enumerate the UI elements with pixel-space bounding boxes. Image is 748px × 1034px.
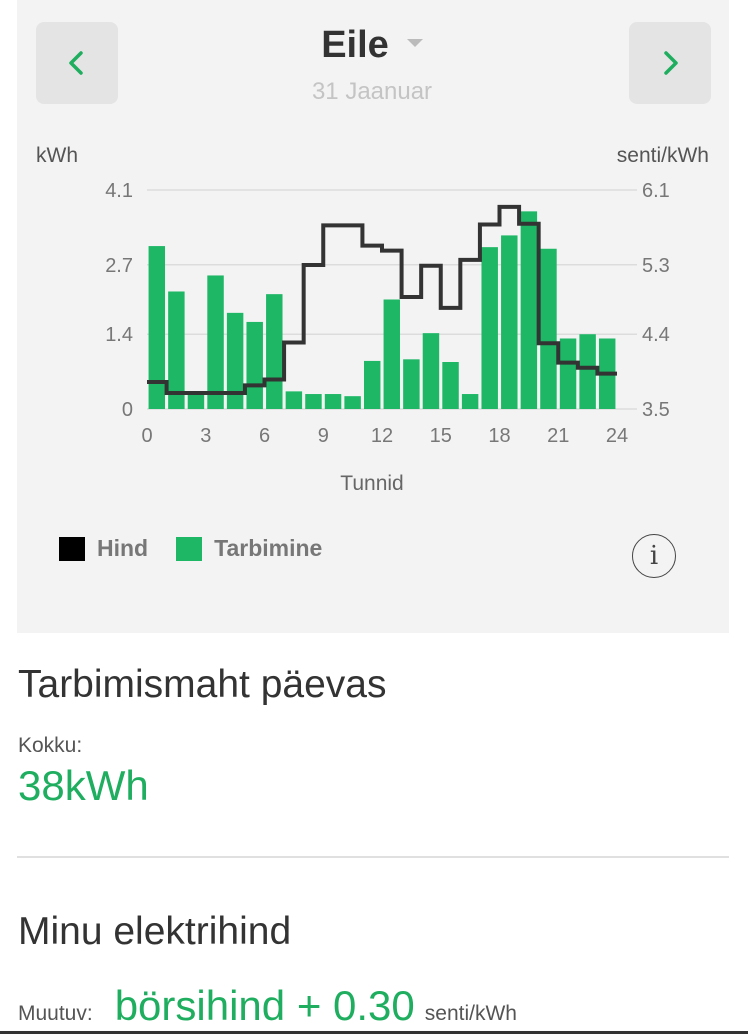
consumption-bar	[285, 391, 303, 409]
consumption-bar	[168, 291, 185, 409]
price-formula: börsihind + 0.30	[114, 982, 415, 1029]
consumption-bar	[207, 275, 224, 409]
consumption-bar	[461, 394, 479, 409]
price-row: Muutuv: börsihind + 0.30 senti/kWh	[18, 982, 517, 1030]
chart-legend: Hind Tarbimine	[59, 535, 350, 562]
consumption-bar	[579, 334, 596, 409]
info-icon[interactable]: i	[632, 534, 676, 578]
x-tick-label: 0	[141, 425, 152, 447]
consumption-bar	[324, 394, 342, 409]
x-tick-label: 12	[371, 425, 393, 447]
x-tick-label: 15	[430, 425, 452, 447]
consumption-bar	[226, 312, 244, 409]
price-unit: senti/kWh	[424, 1002, 517, 1025]
y-left-axis-label: kWh	[36, 144, 78, 167]
consumption-bar	[442, 361, 459, 409]
y-left-tick-label: 1.4	[105, 324, 133, 346]
consumption-bar	[305, 394, 322, 409]
chart-card: Eile 31 Jaanuar kWh senti/kWh 4.1 6.1 2.7 5…	[17, 0, 729, 633]
consumption-bar	[501, 235, 518, 409]
consumption-section-title: Tarbimismaht päevas	[18, 663, 387, 706]
pricing-section-title: Minu elektrihind	[18, 910, 292, 953]
x-tick-label: 21	[547, 425, 569, 447]
price-type-label: Muutuv:	[18, 1002, 93, 1025]
consumption-bar	[559, 338, 577, 409]
consumption-bar	[363, 360, 381, 409]
day-selector[interactable]: Eile	[247, 24, 497, 67]
section-divider	[17, 856, 729, 858]
consumption-bar	[403, 359, 420, 409]
caret-down-icon	[406, 38, 423, 47]
x-tick-label: 24	[606, 425, 628, 447]
consumption-bar	[344, 396, 361, 409]
x-tick-label: 9	[318, 425, 329, 447]
legend-item-price: Hind	[59, 535, 148, 562]
legend-item-consumption: Tarbimine	[176, 535, 322, 562]
consumption-bar	[266, 294, 283, 409]
day-title: Eile	[321, 24, 389, 66]
consumption-bar	[520, 211, 538, 409]
total-consumption-value: 38kWh	[18, 762, 149, 809]
y-right-tick-label: 4.4	[642, 324, 670, 346]
x-tick-label: 3	[200, 425, 211, 447]
y-right-tick-label: 3.5	[642, 399, 670, 421]
y-right-axis-label: senti/kWh	[617, 144, 709, 167]
consumption-price-chart: kWh senti/kWh 4.1 6.1 2.7 5.3 1.4 4.4 0 3.5 0 3 6 9…	[36, 144, 709, 495]
y-left-tick-label: 4.1	[105, 180, 133, 202]
next-day-button[interactable]	[629, 22, 711, 104]
y-left-tick-label: 0	[122, 399, 133, 421]
chevron-left-icon	[69, 51, 83, 75]
chevron-right-icon	[664, 51, 678, 75]
legend-price-label: Hind	[97, 535, 149, 561]
consumption-bar	[383, 299, 401, 409]
total-label: Kokku:	[18, 734, 83, 757]
consumption-bar	[187, 394, 205, 409]
consumption-bar	[422, 333, 440, 409]
previous-day-button[interactable]	[36, 22, 118, 104]
x-axis-label: Tunnid	[340, 472, 403, 495]
x-tick-label: 6	[259, 425, 270, 447]
bottom-edge	[0, 1031, 748, 1034]
consumption-swatch	[176, 536, 203, 561]
legend-consumption-label: Tarbimine	[214, 535, 323, 561]
price-line	[147, 204, 617, 395]
y-left-tick-label: 2.7	[105, 255, 133, 277]
date-subtitle: 31 Jaanuar	[311, 78, 433, 105]
x-tick-label: 18	[488, 425, 510, 447]
consumption-bar	[481, 247, 498, 409]
consumption-bar	[148, 246, 166, 409]
price-swatch	[59, 536, 85, 561]
y-right-tick-label: 5.3	[642, 255, 670, 277]
y-right-tick-label: 6.1	[642, 180, 670, 202]
consumption-bar	[246, 321, 263, 409]
consumption-bar	[540, 248, 557, 409]
